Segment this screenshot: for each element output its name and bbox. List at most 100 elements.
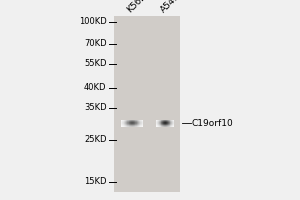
Bar xyxy=(167,126,168,127)
Bar xyxy=(166,121,167,122)
Bar xyxy=(170,124,171,125)
Bar xyxy=(125,126,126,127)
Bar xyxy=(160,125,161,126)
Bar xyxy=(136,120,137,121)
Bar xyxy=(169,121,170,122)
Bar xyxy=(167,120,168,121)
Bar xyxy=(121,121,122,122)
Bar xyxy=(171,126,172,127)
Bar xyxy=(130,124,131,125)
Bar xyxy=(168,125,169,126)
Bar xyxy=(162,121,163,122)
Bar xyxy=(140,126,141,127)
Bar xyxy=(158,121,159,122)
Bar xyxy=(172,123,173,124)
Text: 70KD: 70KD xyxy=(84,40,106,48)
Bar xyxy=(137,123,138,124)
Bar xyxy=(160,123,161,124)
Bar xyxy=(123,122,124,123)
Bar xyxy=(169,119,170,120)
Bar xyxy=(128,119,129,120)
Bar xyxy=(161,126,162,127)
Bar xyxy=(159,125,160,126)
Bar xyxy=(167,121,168,122)
Bar xyxy=(171,120,172,121)
Bar xyxy=(169,121,170,122)
Bar xyxy=(140,123,141,124)
Bar xyxy=(173,124,174,125)
Bar xyxy=(121,125,122,126)
Bar xyxy=(167,119,168,120)
Bar xyxy=(161,120,162,121)
Bar xyxy=(162,122,163,123)
Bar xyxy=(166,125,167,126)
Bar xyxy=(128,126,129,127)
Bar xyxy=(139,122,140,123)
Bar xyxy=(125,124,126,125)
Bar xyxy=(160,124,161,125)
Bar xyxy=(163,123,164,124)
Text: A549: A549 xyxy=(159,0,182,14)
Bar xyxy=(132,122,133,123)
Bar xyxy=(134,122,135,123)
Bar xyxy=(165,123,166,124)
Bar xyxy=(173,120,174,121)
Bar xyxy=(124,124,125,125)
Bar xyxy=(160,121,161,122)
Bar xyxy=(129,126,130,127)
Bar xyxy=(135,126,136,127)
Bar xyxy=(171,121,172,122)
Bar xyxy=(162,126,163,127)
Bar xyxy=(126,124,127,125)
Bar xyxy=(136,122,137,123)
Bar xyxy=(160,122,161,123)
Bar xyxy=(170,126,171,127)
Bar xyxy=(137,120,138,121)
Bar xyxy=(171,124,172,125)
Bar xyxy=(136,123,137,124)
Bar xyxy=(164,122,165,123)
Bar xyxy=(125,119,126,120)
Bar xyxy=(129,122,130,123)
Bar xyxy=(126,121,127,122)
Bar xyxy=(141,119,142,120)
Bar xyxy=(169,124,170,125)
Bar xyxy=(142,126,143,127)
Bar xyxy=(169,126,170,127)
Bar xyxy=(168,119,169,120)
Bar xyxy=(129,123,130,124)
Bar xyxy=(165,125,166,126)
Bar xyxy=(135,119,136,120)
Bar xyxy=(166,123,167,124)
Bar xyxy=(162,120,163,121)
Bar xyxy=(124,121,125,122)
Bar xyxy=(124,123,125,124)
Bar xyxy=(128,122,129,123)
Bar xyxy=(158,120,159,121)
Bar xyxy=(173,121,174,122)
Bar xyxy=(135,120,136,121)
Bar xyxy=(141,120,142,121)
Text: 25KD: 25KD xyxy=(84,136,106,144)
Bar xyxy=(125,123,126,124)
Bar xyxy=(168,120,169,121)
Bar xyxy=(139,123,140,124)
Bar xyxy=(140,119,141,120)
Bar xyxy=(163,121,164,122)
Bar xyxy=(164,121,165,122)
Bar xyxy=(172,119,173,120)
Bar xyxy=(171,125,172,126)
Bar xyxy=(170,121,171,122)
Bar xyxy=(156,121,157,122)
Bar xyxy=(169,123,170,124)
Bar xyxy=(169,120,170,121)
Bar xyxy=(122,120,123,121)
Bar xyxy=(136,119,137,120)
Bar xyxy=(123,123,124,124)
Bar xyxy=(141,126,142,127)
Bar xyxy=(138,122,139,123)
Bar xyxy=(129,121,130,122)
Bar xyxy=(131,125,132,126)
Bar xyxy=(169,125,170,126)
Bar xyxy=(128,124,129,125)
